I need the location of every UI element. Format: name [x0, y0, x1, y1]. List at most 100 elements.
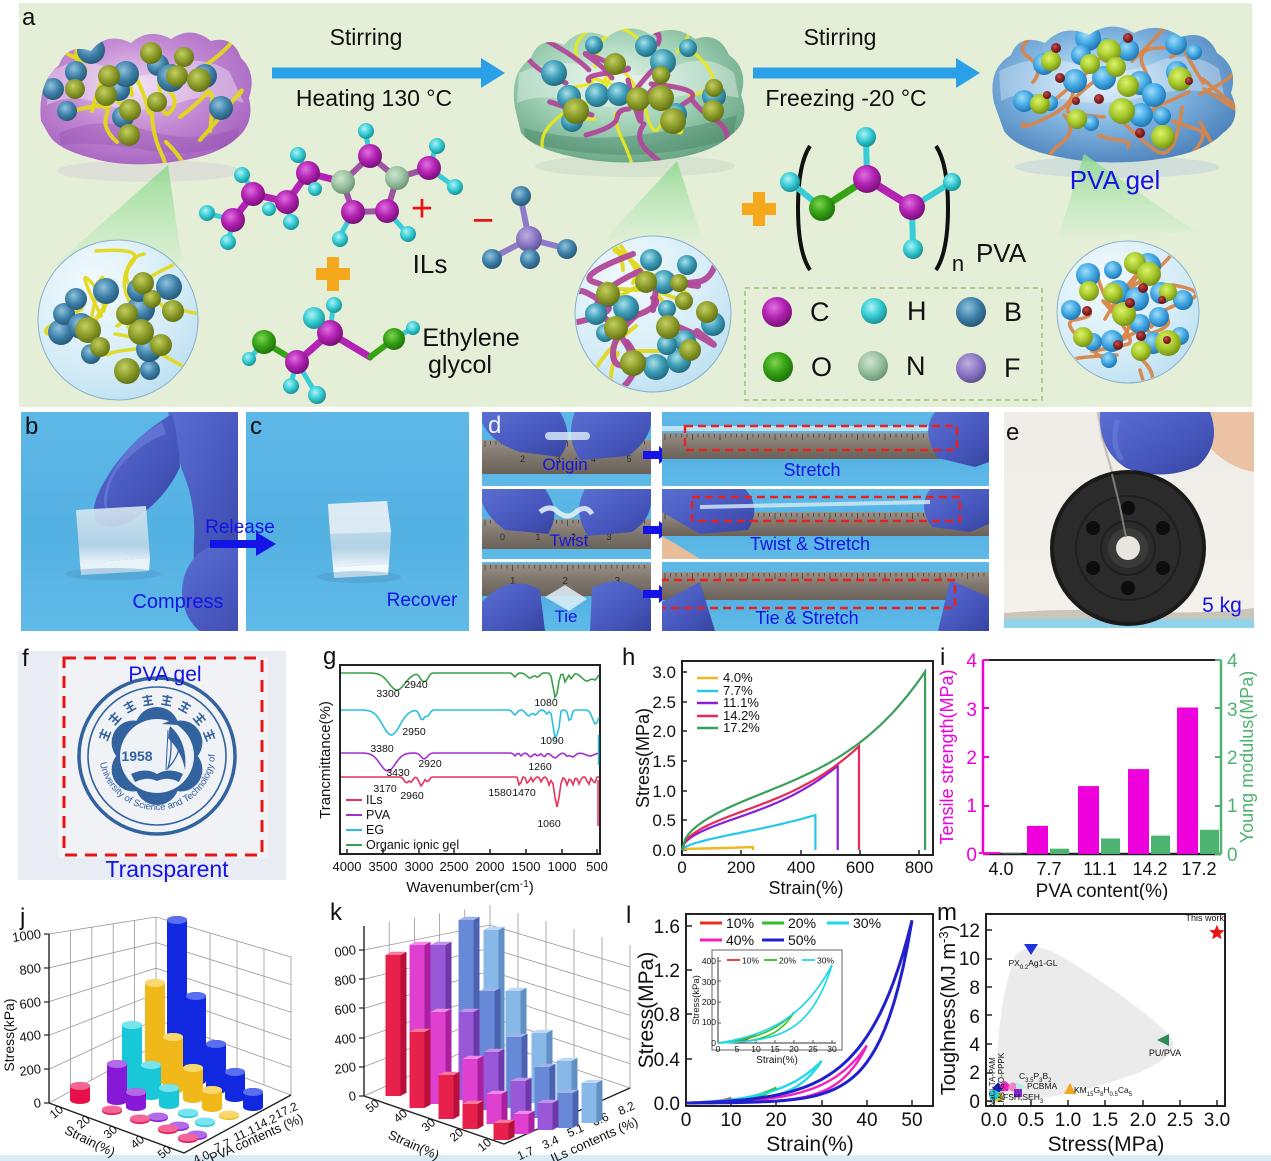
svg-text:LMs-GO-PPPK: LMs-GO-PPPK — [997, 1052, 1006, 1107]
svg-text:Tie: Tie — [555, 607, 578, 626]
svg-text:10: 10 — [751, 1044, 761, 1054]
svg-text:2000: 2000 — [476, 859, 505, 874]
svg-text:17.2%: 17.2% — [723, 720, 760, 735]
svg-text:800: 800 — [905, 858, 933, 877]
svg-text:Transparent: Transparent — [105, 856, 229, 882]
svg-text:g: g — [323, 643, 336, 670]
svg-text:+: + — [411, 188, 433, 230]
svg-text:50%: 50% — [788, 932, 816, 948]
svg-text:Stress(MPa): Stress(MPa) — [1048, 1133, 1165, 1156]
svg-text:Stress(kPa): Stress(kPa) — [691, 975, 702, 1025]
svg-text:2.5: 2.5 — [1167, 1110, 1193, 1131]
svg-text:0.5: 0.5 — [1018, 1110, 1044, 1131]
svg-text:0.8: 0.8 — [654, 1005, 680, 1026]
svg-text:4: 4 — [966, 651, 977, 672]
svg-text:e: e — [1006, 419, 1019, 446]
svg-text:c: c — [250, 413, 262, 440]
svg-text:N: N — [906, 351, 926, 381]
svg-text:n: n — [952, 251, 964, 276]
svg-text:30: 30 — [827, 1044, 837, 1054]
svg-text:7.7%: 7.7% — [723, 683, 753, 698]
svg-text:PVA: PVA — [366, 808, 391, 822]
svg-text:1 2 3: 1 2 3 — [510, 576, 642, 587]
svg-text:b: b — [25, 413, 38, 440]
svg-text:200: 200 — [18, 1061, 42, 1079]
svg-text:2.0: 2.0 — [1130, 1110, 1156, 1131]
svg-text:Young modulus(MPa): Young modulus(MPa) — [1237, 671, 1257, 843]
svg-text:2: 2 — [969, 1063, 980, 1084]
svg-text:200: 200 — [727, 858, 755, 877]
svg-text:k: k — [330, 899, 343, 926]
svg-text:8: 8 — [969, 978, 980, 999]
svg-text:4.0%: 4.0% — [723, 670, 753, 685]
svg-text:0: 0 — [677, 858, 686, 877]
svg-text:30: 30 — [811, 1110, 832, 1131]
svg-text:400: 400 — [702, 956, 716, 966]
svg-text:30: 30 — [419, 1115, 438, 1135]
svg-text:10%: 10% — [726, 915, 754, 931]
svg-text:20%: 20% — [779, 956, 796, 966]
svg-text:11.1%: 11.1% — [723, 695, 759, 710]
svg-text:C: C — [810, 297, 830, 327]
svg-text:3: 3 — [1227, 700, 1238, 721]
svg-text:400: 400 — [18, 1027, 42, 1045]
svg-text:3000: 3000 — [405, 859, 434, 874]
svg-text:2: 2 — [1227, 748, 1238, 769]
svg-text:10: 10 — [959, 949, 980, 970]
svg-text:1470: 1470 — [512, 787, 536, 799]
svg-text:h: h — [622, 644, 635, 671]
svg-text:PU/PVA: PU/PVA — [1149, 1048, 1181, 1058]
svg-text:1: 1 — [1227, 796, 1238, 817]
svg-text:Strain(%): Strain(%) — [768, 878, 843, 898]
svg-text:30%: 30% — [853, 915, 881, 931]
svg-text:0.0: 0.0 — [652, 841, 676, 860]
svg-text:0.4: 0.4 — [654, 1050, 681, 1071]
svg-text:l: l — [626, 902, 631, 929]
svg-text:1958: 1958 — [121, 748, 152, 764]
svg-text:1.6: 1.6 — [654, 917, 680, 938]
svg-text:600: 600 — [333, 1000, 357, 1018]
svg-text:20: 20 — [789, 1044, 799, 1054]
svg-text:4: 4 — [969, 1035, 980, 1056]
svg-text:Stress(MPa): Stress(MPa) — [633, 708, 653, 808]
svg-text:2940: 2940 — [404, 679, 428, 691]
svg-text:Stress(kPa): Stress(kPa) — [1, 998, 17, 1071]
svg-text:500: 500 — [586, 859, 608, 874]
svg-text:2920: 2920 — [418, 758, 442, 770]
svg-text:EG: EG — [366, 823, 384, 837]
svg-text:0.5: 0.5 — [652, 811, 676, 830]
svg-text:200: 200 — [333, 1059, 357, 1077]
svg-text:Stress(MPa): Stress(MPa) — [635, 952, 658, 1069]
svg-text:FSH,SEH3: FSH,SEH3 — [1003, 1092, 1044, 1105]
svg-text:3170: 3170 — [373, 783, 397, 795]
svg-text:1.0: 1.0 — [652, 782, 676, 801]
svg-text:Freezing -20 °C: Freezing -20 °C — [765, 85, 926, 111]
svg-text:j: j — [19, 904, 25, 931]
svg-text:Ethylene: Ethylene — [422, 324, 519, 352]
svg-text:Stirring: Stirring — [804, 24, 877, 50]
svg-text:1500: 1500 — [512, 859, 541, 874]
svg-text:1090: 1090 — [540, 735, 564, 747]
svg-text:3.0: 3.0 — [1204, 1110, 1230, 1131]
svg-text:2: 2 — [966, 748, 977, 769]
svg-text:PVA gel: PVA gel — [128, 663, 201, 686]
svg-text:PVA content(%): PVA content(%) — [1036, 881, 1169, 900]
svg-text:800: 800 — [18, 960, 42, 978]
svg-text:1.0: 1.0 — [1055, 1110, 1081, 1131]
svg-text:B: B — [1004, 297, 1022, 327]
svg-text:6: 6 — [969, 1007, 980, 1028]
svg-text:Twist: Twist — [550, 531, 589, 550]
svg-text:Toughness(MJ m-3): Toughness(MJ m-3) — [936, 925, 961, 1096]
svg-text:1000: 1000 — [548, 859, 577, 874]
svg-text:2.0: 2.0 — [652, 722, 676, 741]
svg-text:H: H — [907, 296, 927, 326]
svg-text:1080: 1080 — [534, 697, 558, 709]
svg-text:3430: 3430 — [386, 767, 410, 779]
svg-text:5 kg: 5 kg — [1202, 594, 1242, 617]
svg-text:Stirring: Stirring — [330, 24, 403, 50]
svg-text:17.2: 17.2 — [1181, 859, 1216, 879]
svg-text:0.0: 0.0 — [654, 1094, 680, 1115]
svg-text:1000: 1000 — [11, 926, 42, 945]
svg-text:0: 0 — [681, 1110, 692, 1131]
svg-text:Tensile strength(MPa): Tensile strength(MPa) — [937, 669, 957, 844]
